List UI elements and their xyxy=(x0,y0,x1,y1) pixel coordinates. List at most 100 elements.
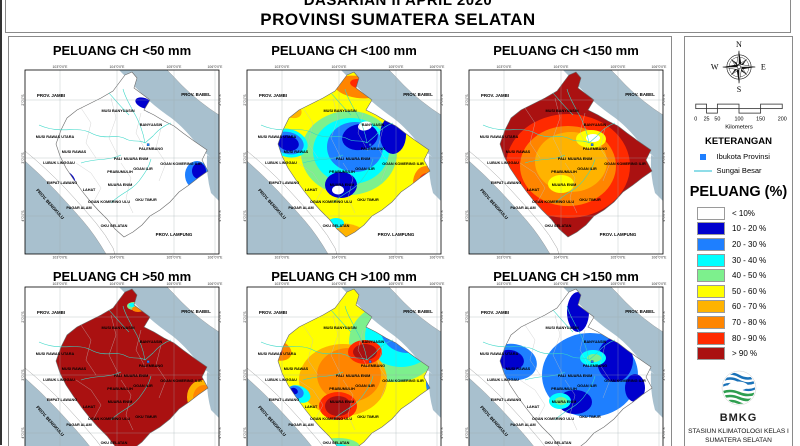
district-label: PAGAR ALAM xyxy=(288,206,313,210)
compass-w: W xyxy=(710,63,718,72)
district-label: BANYUASIN xyxy=(362,123,385,127)
legend-row: 40 - 50 % xyxy=(697,269,780,283)
axis-tick-label: 105°0'0"E xyxy=(611,255,627,259)
keterangan-item-river: Sungai Besar xyxy=(693,166,785,175)
district-label: LAHAT xyxy=(527,405,540,409)
district-label: MUARA ENIM xyxy=(552,400,577,404)
axis-tick-label: 106°0'0"E xyxy=(652,65,667,69)
axis-tick-label: 103°0'0"E xyxy=(53,65,69,69)
map-panel-2: PROV. JAMBI PROV. BABEL MUSI BANYUASIN BANY… xyxy=(243,63,445,261)
province-label: PROV. BABEL xyxy=(181,92,211,97)
axis-tick-label: 106°0'0"E xyxy=(430,65,445,69)
district-label: OGAN ILIR xyxy=(355,167,375,171)
axis-tick-label: 105°0'0"E xyxy=(167,255,183,259)
district-label: MUSI RAWAS UTARA xyxy=(480,352,519,356)
district-label: MUARA ENIM xyxy=(124,157,149,161)
axis-tick-label: 2°0'0"S xyxy=(218,311,222,323)
district-label: PAGAR ALAM xyxy=(288,423,313,427)
district-label: OKU TIMUR xyxy=(357,415,379,419)
legend-label: > 90 % xyxy=(732,349,758,359)
district-label: MUSI BANYUASIN xyxy=(545,326,578,330)
axis-tick-label: 106°0'0"E xyxy=(208,255,223,259)
district-label: OGAN ILIR xyxy=(355,384,375,388)
legend-swatch xyxy=(697,331,725,345)
axis-tick-label: 3°0'0"S xyxy=(218,369,222,381)
district-label: MUARA ENIM xyxy=(568,157,593,161)
district-label: OKU TIMUR xyxy=(135,198,157,202)
district-label: PALI xyxy=(114,374,122,378)
legend-label: 70 - 80 % xyxy=(732,318,767,328)
legend-swatch xyxy=(697,284,725,298)
axis-tick-label: 3°0'0"S xyxy=(440,369,444,381)
district-label: MUSI RAWAS UTARA xyxy=(258,352,297,356)
compass-s: S xyxy=(736,85,741,94)
axis-tick-label: 103°0'0"E xyxy=(53,255,69,259)
district-label: MUARA ENIM xyxy=(330,183,355,187)
district-label: PAGAR ALAM xyxy=(66,206,91,210)
district-label: MUSI RAWAS xyxy=(62,150,87,154)
district-label: BANYUASIN xyxy=(584,340,607,344)
map-canvas: PROV. JAMBI PROV. BABEL MUSI BANYUASIN BANY… xyxy=(465,65,667,259)
province-label: PROV. LAMPUNG xyxy=(156,232,193,237)
axis-tick-label: 103°0'0"E xyxy=(275,255,291,259)
legend-label: < 10% xyxy=(732,208,755,218)
axis-tick-label: 3°0'0"S xyxy=(662,369,666,381)
district-label: MUSI RAWAS UTARA xyxy=(480,135,519,139)
district-label: OGAN KOMERING ILIR xyxy=(382,162,424,166)
district-label: OGAN KOMERING ILIR xyxy=(604,379,646,383)
station-line-2: SUMATERA SELATAN xyxy=(705,437,772,445)
title-bar: DASARIAN II APRIL 2020 PROVINSI SUMATERA… xyxy=(5,0,791,33)
axis-tick-label: 103°0'0"E xyxy=(497,282,513,286)
district-label: MUARA ENIM xyxy=(330,400,355,404)
axis-tick-label: 103°0'0"E xyxy=(275,282,291,286)
river-line-icon xyxy=(693,169,712,172)
scale-bar: 0 25 50 100 150 200 Kilometers xyxy=(694,103,786,130)
axis-tick-label: 2°0'0"S xyxy=(21,311,25,323)
district-label: OGAN KOMERING ILIR xyxy=(160,379,202,383)
district-label: MUSI BANYUASIN xyxy=(323,109,356,113)
district-label: BANYUASIN xyxy=(362,340,385,344)
title-line-1: DASARIAN II APRIL 2020 xyxy=(303,0,493,9)
district-label: PRABUMULIH xyxy=(107,170,133,174)
district-label: PALEMBANG xyxy=(361,147,385,151)
district-label: OGAN ILIR xyxy=(133,384,153,388)
province-label: PROV. BABEL xyxy=(625,92,655,97)
bmkg-logo-text: BMKG xyxy=(719,412,758,425)
station-name: STASIUN KLIMATOLOGI KELAS I SUMATERA SEL… xyxy=(688,428,789,446)
scale-tick: 150 xyxy=(756,116,765,122)
title-line-2: PROVINSI SUMATERA SELATAN xyxy=(260,10,536,29)
axis-tick-label: 103°0'0"E xyxy=(275,65,291,69)
axis-tick-label: 2°0'0"S xyxy=(465,311,469,323)
legend-row: 70 - 80 % xyxy=(697,316,780,330)
axis-tick-label: 3°0'0"S xyxy=(218,152,222,164)
panel-title-5: PELUANG CH >100 mm xyxy=(271,269,417,284)
legend-classes: < 10% 10 - 20 % 20 - 30 % 30 - 40 % 40 - 50 … xyxy=(697,204,780,361)
district-label: OGAN KOMERING ULU xyxy=(88,200,130,204)
axis-tick-label: 105°0'0"E xyxy=(611,282,627,286)
keterangan-label: Ibukota Provinsi xyxy=(716,152,770,162)
legend-row: 30 - 40 % xyxy=(697,253,780,267)
axis-tick-label: 4°0'0"S xyxy=(243,427,247,439)
legend-row: 20 - 30 % xyxy=(697,238,780,252)
map-grid-box: PELUANG CH <50 mm PROV. JAMBI PROV. BABEL M… xyxy=(8,36,672,446)
district-label: OKU SELATAN xyxy=(545,441,572,445)
district-label: LAHAT xyxy=(305,405,318,409)
keterangan-title: KETERANGAN xyxy=(704,136,773,148)
legend-label: 20 - 30 % xyxy=(732,240,767,250)
legend-label: 60 - 70 % xyxy=(732,302,767,312)
panel-title-4: PELUANG CH >50 mm xyxy=(52,269,192,284)
district-label: MUSI RAWAS xyxy=(506,367,531,371)
district-label: MUSI RAWAS xyxy=(506,150,531,154)
district-label: MUSI RAWAS xyxy=(62,367,87,371)
axis-tick-label: 4°0'0"S xyxy=(218,427,222,439)
axis-tick-label: 105°0'0"E xyxy=(611,65,627,69)
axis-tick-label: 3°0'0"S xyxy=(21,369,25,381)
panel-title-2: PELUANG CH <100 mm xyxy=(271,43,417,58)
axis-tick-label: 3°0'0"S xyxy=(440,152,444,164)
province-label: PROV. BABEL xyxy=(625,309,655,314)
district-label: MUSI BANYUASIN xyxy=(323,326,356,330)
map-panel-6: PROV. JAMBI PROV. BABEL MUSI BANYUASIN BANY… xyxy=(465,280,667,446)
bmkg-logo: BMKG xyxy=(718,367,760,424)
district-label: LAHAT xyxy=(305,188,318,192)
legend-title: PELUANG (%) xyxy=(689,184,788,201)
